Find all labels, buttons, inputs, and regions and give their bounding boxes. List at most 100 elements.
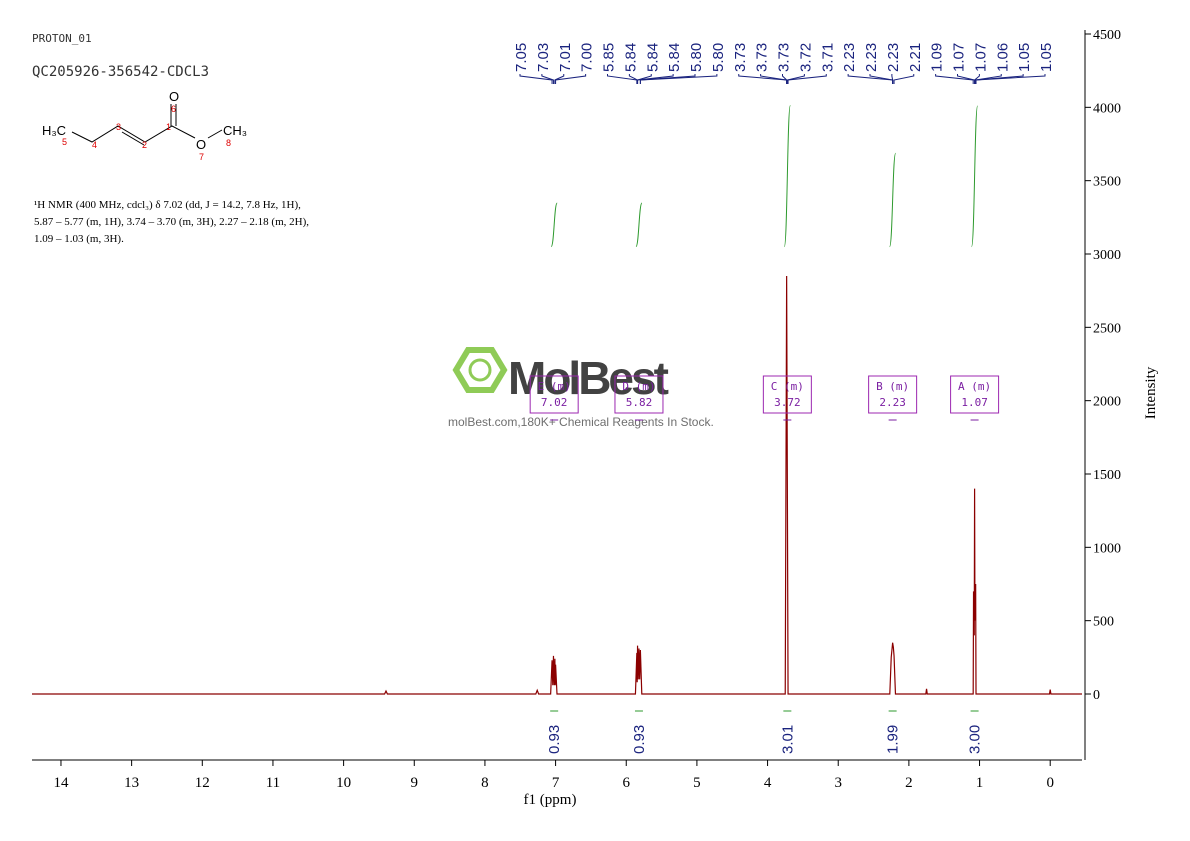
multiplet-name: E (m) bbox=[538, 380, 571, 393]
multiplet-name: A (m) bbox=[958, 380, 991, 393]
peak-label: 3.71 bbox=[819, 43, 836, 72]
nmr-line: 1.09 – 1.03 (m, 3H). bbox=[34, 233, 124, 245]
atom: CH₃ bbox=[223, 123, 247, 138]
peak-label: 5.84 bbox=[644, 43, 661, 72]
peak-label: 7.03 bbox=[535, 43, 552, 72]
peak-label: 5.84 bbox=[622, 43, 639, 72]
integral-curve bbox=[971, 105, 979, 248]
y-tick-label: 3500 bbox=[1093, 175, 1121, 190]
multiplet-name: D (m) bbox=[622, 380, 655, 393]
peak-label: 7.05 bbox=[513, 43, 530, 72]
atom-number: 5 bbox=[62, 137, 67, 147]
peak-leader bbox=[555, 74, 587, 84]
multiplet-name: B (m) bbox=[876, 380, 909, 393]
nmr-line: 5.87 – 5.77 (m, 1H), 3.74 – 3.70 (m, 3H)… bbox=[34, 216, 309, 228]
integral-label: 3.01 bbox=[779, 725, 796, 754]
integral-curve bbox=[635, 202, 643, 248]
x-tick-label: 9 bbox=[411, 775, 419, 791]
logo bbox=[452, 347, 508, 393]
peak-label: 5.84 bbox=[666, 43, 683, 72]
multiplet-shift: 2.23 bbox=[879, 396, 906, 409]
multiplet-name: C (m) bbox=[771, 380, 804, 393]
multiplet-box bbox=[614, 375, 664, 414]
atom-number: 2 bbox=[142, 140, 147, 150]
peak-leader bbox=[893, 74, 915, 84]
multiplet-box bbox=[529, 375, 579, 414]
peak-leader bbox=[607, 74, 638, 84]
peak-leader bbox=[975, 74, 1046, 84]
atom-number: 7 bbox=[199, 152, 204, 162]
peak-leader bbox=[974, 74, 1002, 84]
peak-label: 2.23 bbox=[863, 43, 880, 72]
y-tick-label: 4000 bbox=[1093, 101, 1121, 116]
atom-number: 4 bbox=[92, 140, 97, 150]
peak-label: 1.07 bbox=[951, 43, 968, 72]
x-axis-label: f1 (ppm) bbox=[524, 792, 577, 808]
peak-leader bbox=[637, 74, 674, 84]
integral-curve bbox=[783, 104, 791, 248]
y-tick-label: 1000 bbox=[1093, 541, 1121, 556]
x-tick-label: 10 bbox=[336, 775, 351, 791]
peak-label: 3.72 bbox=[797, 43, 814, 72]
atom-number: 6 bbox=[171, 104, 176, 114]
peak-leader bbox=[935, 74, 974, 84]
atom-number: 8 bbox=[226, 138, 231, 148]
peak-label: 3.73 bbox=[732, 43, 749, 72]
peak-label: 5.80 bbox=[688, 43, 705, 72]
atom: O bbox=[169, 89, 179, 104]
peak-label: 5.80 bbox=[710, 43, 727, 72]
experiment: PROTON_01 bbox=[32, 32, 92, 45]
peak-leader bbox=[639, 74, 718, 84]
peak-leader bbox=[782, 74, 788, 84]
integral-label: 3.00 bbox=[967, 725, 984, 754]
x-tick-label: 14 bbox=[53, 775, 69, 791]
peak-label: 1.05 bbox=[1038, 43, 1055, 72]
y-tick-label: 2000 bbox=[1093, 395, 1121, 410]
x-tick-label: 8 bbox=[481, 775, 489, 791]
atom-number: 3 bbox=[116, 122, 121, 132]
multiplet-shift: 3.72 bbox=[774, 396, 801, 409]
x-tick-label: 3 bbox=[834, 775, 842, 791]
y-tick-label: 4500 bbox=[1093, 28, 1121, 43]
sample: QC205926-356542-CDCL3 bbox=[32, 64, 209, 80]
integral-label: 1.99 bbox=[885, 725, 902, 754]
peak-leader bbox=[891, 74, 894, 84]
logo bbox=[468, 358, 492, 382]
multiplet-shift: 5.82 bbox=[626, 396, 653, 409]
multiplet-shift: 7.02 bbox=[541, 396, 568, 409]
multiplet-box bbox=[762, 375, 812, 414]
spectrum bbox=[32, 275, 1082, 695]
x-tick-label: 1 bbox=[976, 775, 984, 791]
x-tick-label: 6 bbox=[622, 775, 630, 791]
x-tick-label: 13 bbox=[124, 775, 139, 791]
x-tick-label: 5 bbox=[693, 775, 701, 791]
brand: MolBest bbox=[508, 352, 669, 404]
peak-label: 5.85 bbox=[601, 43, 618, 72]
bond bbox=[71, 125, 196, 143]
watermark: MolBest molBest.com,180K+ Chemical Reage… bbox=[448, 347, 714, 429]
peak-label: 3.73 bbox=[776, 43, 793, 72]
peak-label: 1.05 bbox=[1016, 43, 1033, 72]
y-axis-label: Intensity bbox=[1143, 366, 1159, 419]
integral-curve bbox=[550, 202, 558, 248]
y-tick-label: 3000 bbox=[1093, 248, 1121, 263]
y-tick-label: 1500 bbox=[1093, 468, 1121, 483]
peak-label: 7.01 bbox=[557, 43, 574, 72]
integral-label: 0.93 bbox=[546, 725, 563, 754]
peak-leader bbox=[541, 74, 554, 84]
atom: H₃C bbox=[42, 123, 66, 138]
bond bbox=[121, 131, 145, 146]
integral-curve bbox=[889, 152, 897, 248]
x-tick-label: 0 bbox=[1046, 775, 1054, 791]
peak-label: 2.23 bbox=[885, 43, 902, 72]
y-tick-label: 2500 bbox=[1093, 321, 1121, 336]
structure: H₃C CH₃ O O 1 2 3 4 5 6 7 8 bbox=[42, 89, 247, 162]
x-tick-label: 4 bbox=[764, 775, 772, 791]
peak-label: 2.23 bbox=[841, 43, 858, 72]
peak-label: 7.00 bbox=[579, 43, 596, 72]
multiplet-box bbox=[950, 375, 1000, 414]
atom-number: 1 bbox=[166, 122, 171, 132]
nmr-line: ¹H NMR (400 MHz, cdcl₃) δ 7.02 (dd, J = … bbox=[34, 199, 301, 211]
